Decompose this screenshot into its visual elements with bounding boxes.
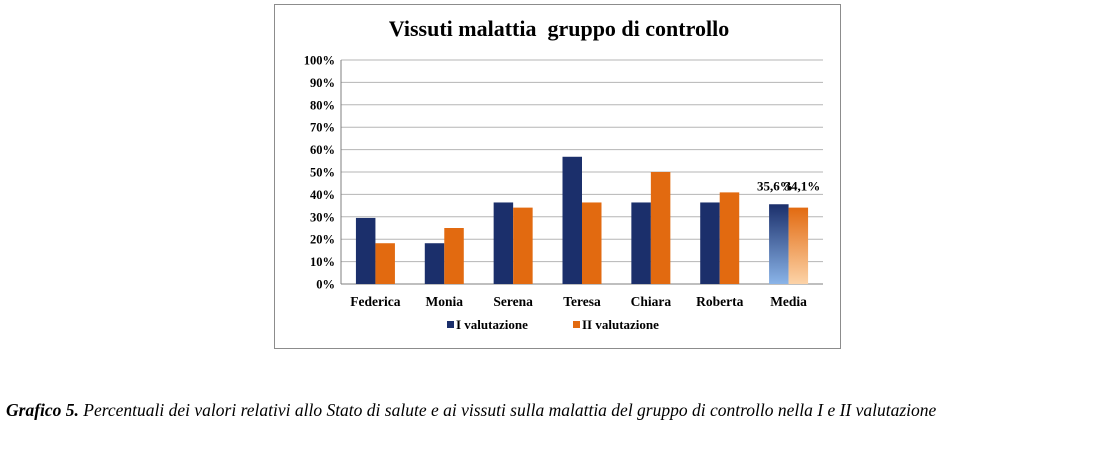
y-tick-label: 40%	[310, 188, 335, 202]
y-tick-label: 20%	[310, 233, 335, 247]
bar-federica-series-1	[355, 217, 376, 284]
y-tick-label: 50%	[310, 166, 335, 180]
caption-text: Percentuali dei valori relativi allo Sta…	[78, 400, 937, 420]
caption-lead: Grafico 5.	[6, 400, 79, 420]
bar-teresa-series-1	[562, 156, 582, 284]
bar-serena-series-2	[513, 207, 533, 284]
bar-chiara-series-1	[631, 202, 651, 284]
y-tick-label: 10%	[310, 255, 335, 269]
x-tick-label: Chiara	[631, 294, 672, 309]
x-tick-label: Teresa	[563, 294, 601, 309]
bar-monia-series-1	[424, 243, 445, 284]
legend-swatch	[447, 321, 454, 328]
chart-frame: Vissuti malattia gruppo di controllo 0% 1…	[274, 4, 841, 349]
bar-federica-series-2	[375, 243, 395, 284]
data-label: 35,6%	[757, 178, 793, 193]
chart-title: Vissuti malattia gruppo di controllo	[389, 16, 729, 41]
bar-teresa-series-2	[582, 202, 602, 284]
legend-swatch	[573, 321, 580, 328]
bar-serena-series-1	[493, 202, 514, 284]
y-tick-label: 60%	[310, 143, 335, 157]
bar-monia-series-2	[444, 228, 464, 284]
bar-chart: Vissuti malattia gruppo di controllo 0% 1…	[304, 16, 823, 332]
x-tick-label: Monia	[426, 294, 464, 309]
legend-label: II valutazione	[582, 317, 659, 332]
legend-label: I valutazione	[456, 317, 528, 332]
bar-chiara-series-2	[650, 172, 671, 284]
y-tick-label: 30%	[310, 210, 335, 224]
x-tick-label: Media	[770, 294, 807, 309]
y-tick-label: 90%	[310, 76, 335, 90]
x-tick-label: Federica	[350, 294, 400, 309]
bar-media-series-2	[788, 207, 809, 284]
figure-caption: Grafico 5. Percentuali dei valori relati…	[6, 398, 1111, 423]
y-tick-label: 100%	[304, 54, 335, 68]
y-tick-label: 0%	[316, 278, 335, 292]
y-tick-label: 70%	[310, 121, 335, 135]
data-label: 34,1%	[784, 178, 820, 193]
bar-roberta-series-2	[719, 192, 740, 284]
bar-roberta-series-1	[700, 202, 720, 284]
x-tick-label: Serena	[493, 294, 533, 309]
y-tick-label: 80%	[310, 98, 335, 112]
bar-media-series-1	[769, 204, 789, 284]
x-tick-label: Roberta	[696, 294, 743, 309]
